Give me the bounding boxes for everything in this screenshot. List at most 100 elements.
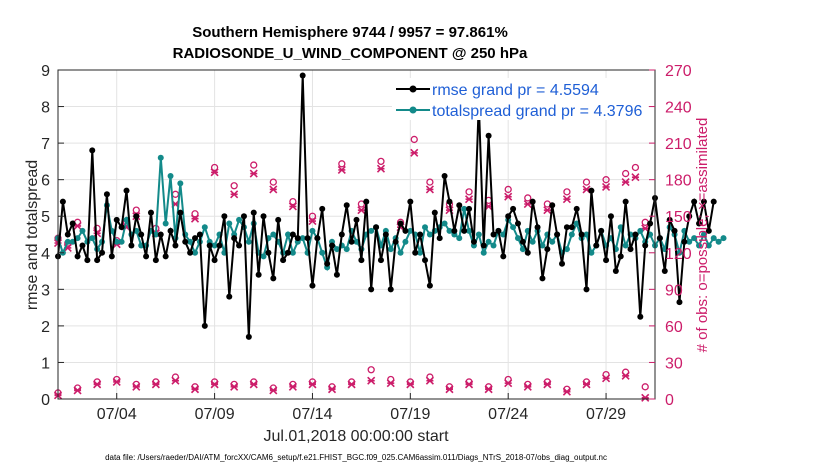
obs-assimilated-marker bbox=[230, 190, 239, 199]
rmse-point bbox=[216, 242, 223, 249]
spread-point bbox=[686, 238, 693, 245]
rmse-point bbox=[182, 238, 189, 245]
rmse-point bbox=[152, 257, 159, 264]
rmse-point bbox=[250, 209, 257, 216]
series-lines bbox=[55, 72, 727, 340]
spread-point bbox=[211, 242, 218, 249]
y-right-tick-label: 120 bbox=[665, 246, 692, 263]
y-left-tick-label: 2 bbox=[41, 319, 50, 336]
obs-possible-marker bbox=[171, 190, 180, 198]
rmse-point bbox=[221, 213, 228, 220]
rmse-point bbox=[412, 249, 419, 256]
rmse-point bbox=[441, 173, 448, 180]
spread-point bbox=[333, 246, 340, 253]
obs-assimilated-marker bbox=[93, 229, 102, 238]
obs-low-assimilated-marker bbox=[484, 385, 493, 394]
rmse-point bbox=[187, 249, 194, 256]
rmse-point bbox=[598, 227, 605, 234]
rmse-point bbox=[539, 275, 546, 282]
x-tick-label: 07/09 bbox=[195, 406, 235, 423]
rmse-point bbox=[89, 147, 96, 154]
spread-point bbox=[696, 242, 703, 249]
rmse-point bbox=[681, 238, 688, 245]
y-left-tick-label: 7 bbox=[41, 136, 50, 153]
obs-assimilated-marker bbox=[464, 195, 474, 204]
y-right-tick-label: 0 bbox=[665, 392, 674, 409]
rmse-point bbox=[671, 227, 678, 234]
rmse-point bbox=[363, 198, 370, 205]
y-left-tick-label: 1 bbox=[41, 355, 50, 372]
obs-low-possible-marker bbox=[641, 383, 649, 391]
obs-low-assimilated-marker bbox=[582, 380, 591, 389]
spread-point bbox=[157, 154, 164, 161]
spread-point bbox=[539, 242, 546, 249]
rmse-point bbox=[284, 249, 291, 256]
spread-point bbox=[514, 235, 521, 242]
spread-point bbox=[700, 231, 707, 238]
rmse-point bbox=[94, 257, 101, 264]
obs-low-possible-marker bbox=[367, 366, 375, 374]
spread-point bbox=[89, 235, 96, 242]
obs-low-assimilated-marker bbox=[210, 380, 219, 389]
obs-possible-marker bbox=[250, 161, 258, 169]
obs-assimilated-marker bbox=[543, 206, 552, 215]
spread-point bbox=[705, 242, 712, 249]
spread-point bbox=[162, 220, 169, 227]
rmse-point bbox=[392, 238, 399, 245]
obs-assimilated-marker bbox=[376, 164, 386, 173]
y-left-tick-label: 8 bbox=[41, 100, 50, 117]
obs-possible-marker bbox=[93, 224, 101, 233]
rmse-point bbox=[147, 209, 154, 216]
obs-low-assimilated-marker bbox=[523, 382, 532, 391]
rmse-point bbox=[529, 198, 536, 205]
spread-point bbox=[441, 220, 448, 227]
rmse-point bbox=[113, 216, 120, 223]
rmse-point bbox=[485, 132, 492, 139]
spread-point bbox=[79, 227, 86, 234]
obs-low-assimilated-marker bbox=[151, 380, 160, 389]
rmse-point bbox=[490, 231, 497, 238]
spread-point bbox=[397, 249, 404, 256]
rmse-point bbox=[329, 242, 336, 249]
spread-point bbox=[710, 235, 717, 242]
rmse-point bbox=[79, 242, 86, 249]
legend-rmse-marker bbox=[409, 85, 417, 93]
rmse-point bbox=[573, 205, 580, 212]
rmse-point bbox=[99, 249, 106, 256]
spread-point bbox=[422, 224, 429, 231]
rmse-point bbox=[407, 198, 414, 205]
rmse-point bbox=[568, 224, 575, 231]
y-right-tick-label: 210 bbox=[665, 136, 692, 153]
chart-title-line1: Southern Hemisphere 9744 / 9957 = 97.861… bbox=[192, 24, 508, 41]
rmse-point bbox=[612, 268, 619, 275]
y-left-tick-label: 6 bbox=[41, 173, 50, 190]
obs-low-assimilated-marker bbox=[73, 386, 82, 395]
rmse-point bbox=[157, 231, 164, 238]
spread-point bbox=[691, 235, 698, 242]
spread-point bbox=[284, 231, 291, 238]
rmse-point bbox=[333, 271, 340, 278]
legend-spread-marker bbox=[409, 106, 417, 114]
spread-point bbox=[720, 235, 727, 242]
spread-point bbox=[446, 227, 453, 234]
rmse-point bbox=[431, 209, 438, 216]
rmse-point bbox=[64, 231, 71, 238]
spread-point bbox=[715, 238, 722, 245]
obs-possible-marker bbox=[563, 188, 571, 196]
rmse-point bbox=[255, 271, 262, 278]
rmse-point bbox=[466, 205, 473, 212]
rmse-point bbox=[201, 322, 208, 329]
obs-low-assimilated-marker bbox=[601, 374, 611, 383]
obs-assimilated-marker bbox=[190, 214, 200, 223]
spread-point bbox=[490, 242, 497, 249]
rmse-point bbox=[319, 205, 326, 212]
obs-assimilated-marker bbox=[631, 173, 640, 182]
rmse-point bbox=[128, 242, 135, 249]
rmse-point bbox=[377, 257, 384, 264]
rmse-point bbox=[260, 213, 267, 220]
rmse-point bbox=[544, 246, 551, 253]
rmse-point bbox=[236, 242, 243, 249]
rmse-point bbox=[118, 224, 125, 231]
rmse-point bbox=[299, 72, 306, 79]
rmse-point bbox=[402, 227, 409, 234]
